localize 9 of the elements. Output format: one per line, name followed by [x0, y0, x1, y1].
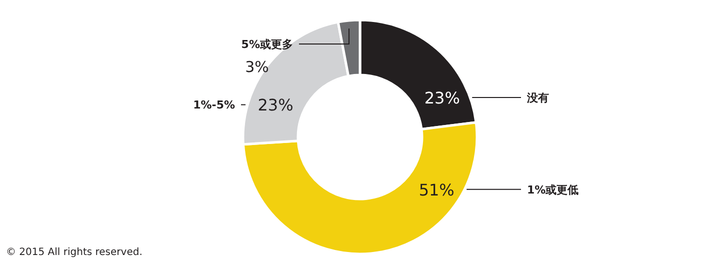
- slice-label: 5%或更多: [241, 38, 293, 51]
- data-label: 51%: [418, 180, 454, 200]
- slice-label: 1%-5%: [193, 98, 235, 112]
- data-label: 3%: [245, 58, 269, 76]
- data-label: 23%: [424, 88, 460, 108]
- slice-label: 没有: [526, 92, 549, 105]
- slice-label: 1%或更低: [527, 183, 579, 196]
- data-label: 23%: [258, 96, 294, 115]
- text: © 2015 All rights reserved.: [6, 247, 142, 258]
